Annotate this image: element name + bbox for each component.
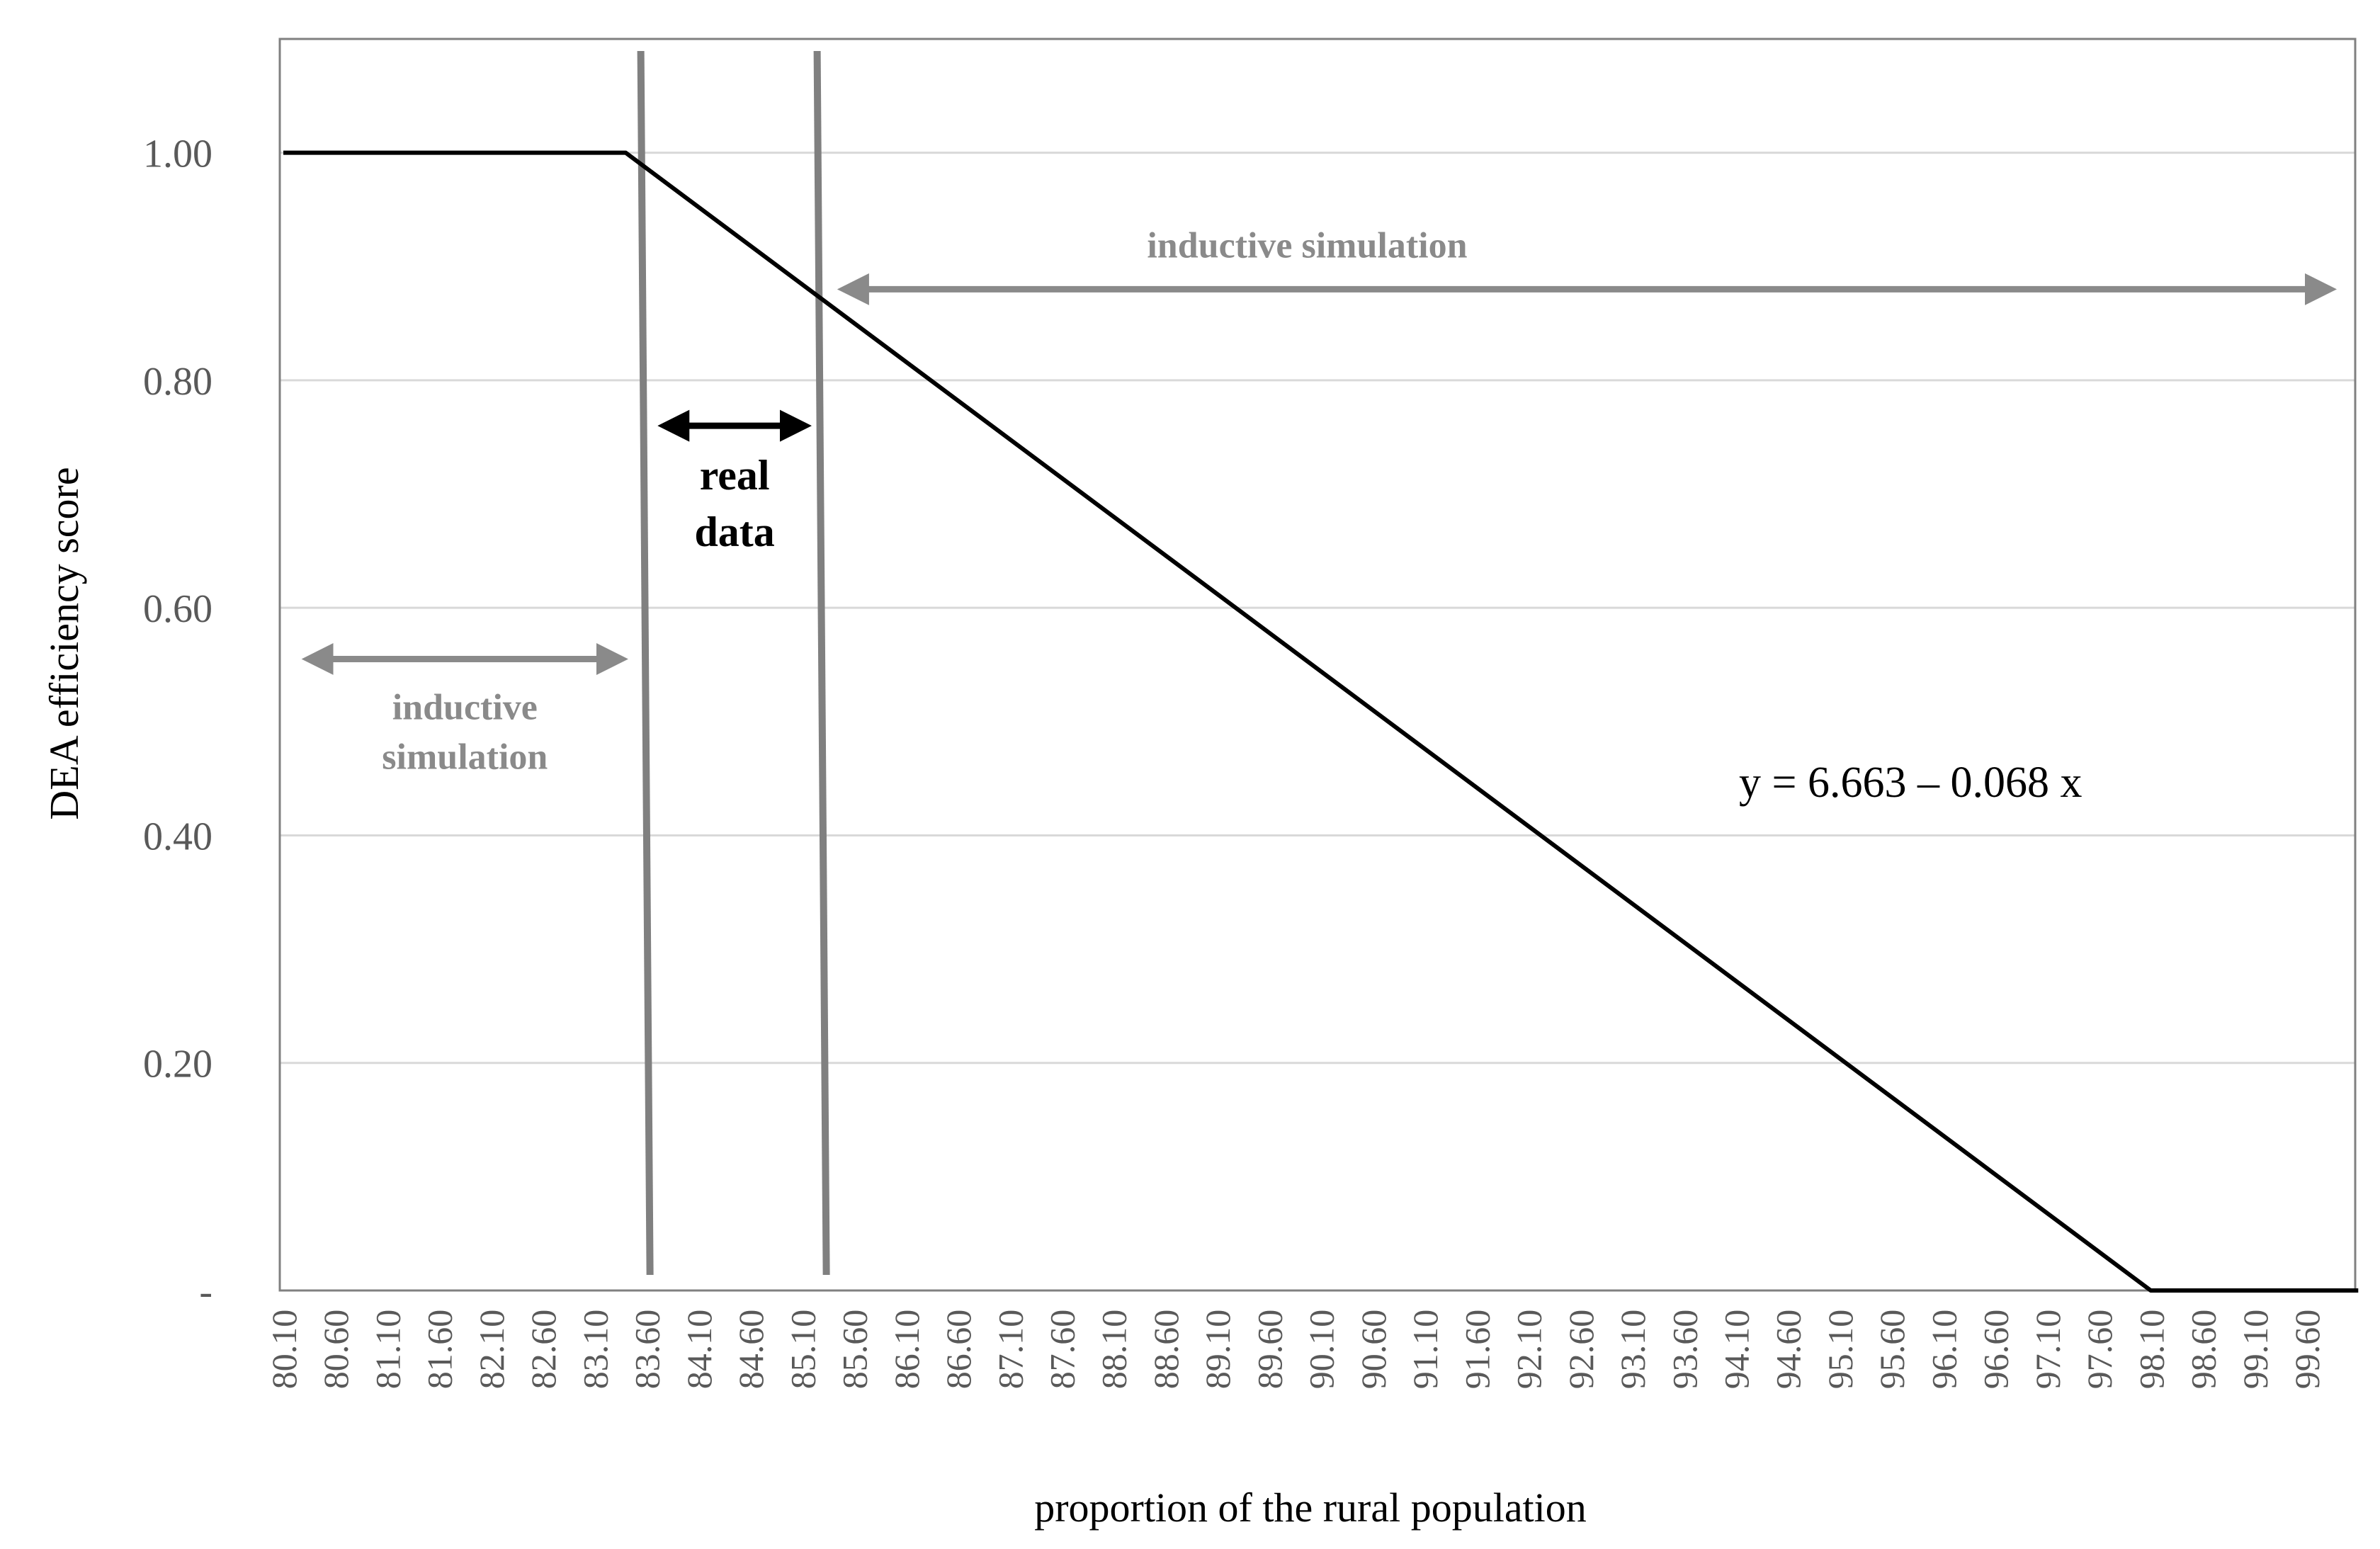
x-tick-label: 84.60 xyxy=(731,1310,771,1390)
y-tick-label: 0.20 xyxy=(143,1043,212,1086)
x-tick-label: 99.60 xyxy=(2287,1310,2327,1390)
x-tick-label: 87.10 xyxy=(990,1310,1030,1390)
plot-area-frame xyxy=(278,38,2357,1292)
x-tick-label: 95.60 xyxy=(1872,1310,1912,1390)
x-tick-label: 89.60 xyxy=(1250,1310,1289,1390)
real-data-label-line1: real xyxy=(700,452,770,499)
x-tick-label: 80.60 xyxy=(316,1310,356,1390)
y-tick-label: 0.60 xyxy=(143,587,212,631)
series-layer xyxy=(283,150,2359,1293)
region-boundaries xyxy=(637,50,830,1276)
x-tick-label: 96.60 xyxy=(1976,1310,2016,1390)
x-tick-label: 93.10 xyxy=(1613,1310,1653,1390)
x-tick-label: 98.60 xyxy=(2184,1310,2223,1390)
region-boundary-line xyxy=(637,50,654,1276)
region-boundary-line xyxy=(813,50,830,1276)
right-region-label: inductive simulation xyxy=(1147,225,1467,266)
x-tick-label: 82.60 xyxy=(523,1310,563,1390)
x-tick-label: 89.10 xyxy=(1198,1310,1237,1390)
x-tick-label: 88.10 xyxy=(1094,1310,1134,1390)
x-tick-label: 80.10 xyxy=(264,1310,304,1390)
x-tick-label: 98.10 xyxy=(2131,1310,2171,1390)
x-tick-label: 81.10 xyxy=(368,1310,407,1390)
x-axis-label: proportion of the rural population xyxy=(1034,1485,1587,1531)
annotations: inductive simulation real data inductive… xyxy=(301,225,2337,807)
x-axis-ticks: 80.10 80.60 81.10 81.60 82.10 82.60 83.10 83.60… xyxy=(264,1310,2327,1390)
x-tick-label: 83.60 xyxy=(628,1310,667,1390)
y-tick-label: 0.80 xyxy=(143,360,212,404)
y-tick-label: - xyxy=(199,1270,212,1314)
x-tick-label: 97.10 xyxy=(2028,1310,2068,1390)
x-tick-label: 84.10 xyxy=(679,1310,719,1390)
y-axis-label: DEA efficiency score xyxy=(41,467,87,819)
x-tick-label: 85.10 xyxy=(783,1310,822,1390)
x-tick-label: 85.60 xyxy=(835,1310,875,1390)
x-tick-label: 83.10 xyxy=(575,1310,615,1390)
y-tick-label: 0.40 xyxy=(143,815,212,858)
y-tick-label: 1.00 xyxy=(143,132,212,176)
real-data-label-line2: data xyxy=(694,509,774,555)
series-line xyxy=(283,150,2359,1293)
x-tick-label: 86.60 xyxy=(939,1310,978,1390)
x-tick-label: 81.60 xyxy=(420,1310,460,1390)
x-tick-label: 94.60 xyxy=(1769,1310,1808,1390)
x-tick-label: 94.10 xyxy=(1717,1310,1757,1390)
gridlines xyxy=(280,152,2355,1292)
x-tick-label: 99.10 xyxy=(2236,1310,2275,1390)
x-tick-label: 95.10 xyxy=(1820,1310,1860,1390)
x-tick-label: 88.60 xyxy=(1146,1310,1186,1390)
x-tick-label: 92.60 xyxy=(1561,1310,1601,1390)
x-tick-label: 91.60 xyxy=(1457,1310,1497,1390)
regression-equation: y = 6.663 – 0.068 x xyxy=(1739,759,2082,807)
x-tick-label: 86.10 xyxy=(887,1310,926,1390)
x-tick-label: 97.60 xyxy=(2080,1310,2119,1390)
left-region-label-line1: inductive xyxy=(392,687,538,727)
x-tick-label: 87.60 xyxy=(1042,1310,1082,1390)
x-tick-label: 82.10 xyxy=(472,1310,511,1390)
x-tick-label: 90.60 xyxy=(1354,1310,1393,1390)
x-tick-label: 92.10 xyxy=(1509,1310,1549,1390)
x-tick-label: 96.10 xyxy=(1924,1310,1964,1390)
y-axis-ticks: - 0.20 0.40 0.60 0.80 1.00 xyxy=(143,132,212,1314)
left-region-label-line2: simulation xyxy=(382,737,548,777)
x-tick-label: 90.10 xyxy=(1302,1310,1342,1390)
x-tick-label: 91.10 xyxy=(1405,1310,1445,1390)
x-tick-label: 93.60 xyxy=(1665,1310,1704,1390)
